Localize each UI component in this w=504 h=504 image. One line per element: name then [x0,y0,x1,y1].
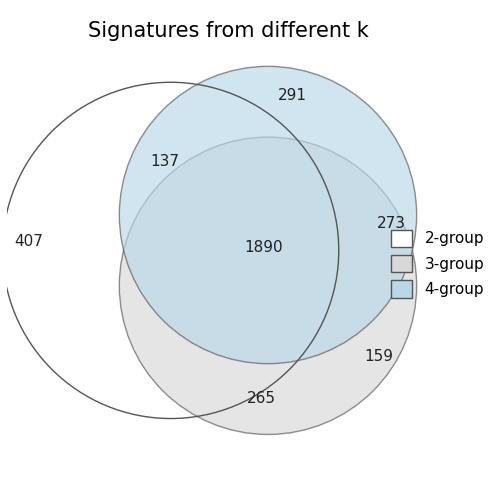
Text: 273: 273 [377,216,406,231]
Legend: 2-group, 3-group, 4-group: 2-group, 3-group, 4-group [386,225,489,302]
Text: 159: 159 [364,349,393,364]
Text: 407: 407 [15,234,43,249]
Circle shape [119,137,417,434]
Circle shape [119,67,417,364]
Title: Signatures from different k: Signatures from different k [88,21,368,41]
Text: 291: 291 [277,88,306,103]
Text: 1890: 1890 [244,240,283,255]
Text: 265: 265 [247,391,276,406]
Text: 137: 137 [150,154,179,169]
